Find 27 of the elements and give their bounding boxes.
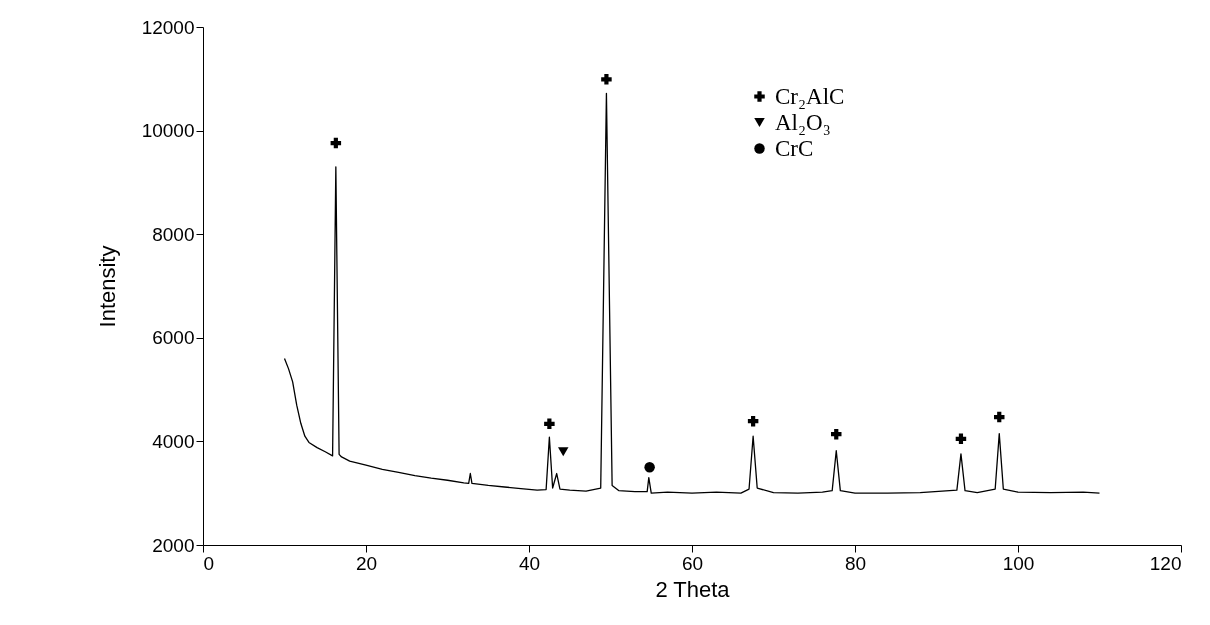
y-tick-label: 6000 <box>152 327 195 349</box>
x-tick-label: 0 <box>203 552 215 574</box>
point <box>644 462 655 473</box>
x-axis-title: 2 Theta <box>655 576 731 602</box>
point <box>831 428 842 440</box>
x-tick-label: 120 <box>1149 552 1182 574</box>
point <box>955 433 967 445</box>
y-tick-label: 2000 <box>152 534 195 556</box>
y-tick-label: 12000 <box>141 16 195 38</box>
x-tick-label: 100 <box>1002 552 1035 574</box>
legend-label: Cr₂AlC <box>775 83 845 109</box>
legend-label: Al₂O₃ <box>775 109 831 135</box>
point <box>601 74 612 85</box>
y-tick-label: 10000 <box>141 120 195 142</box>
y-tick-label: 8000 <box>152 223 195 245</box>
y-axis-title: Intensity <box>94 245 120 328</box>
legend-label: CrC <box>775 135 814 161</box>
x-tick-label: 40 <box>518 552 541 574</box>
point <box>747 415 759 427</box>
x-tick-label: 80 <box>844 552 867 574</box>
point <box>994 411 1005 423</box>
x-tick-label: 60 <box>681 552 704 574</box>
point <box>544 418 555 430</box>
point <box>330 137 342 149</box>
point <box>557 447 569 457</box>
y-tick-label: 4000 <box>152 430 195 452</box>
x-tick-label: 20 <box>355 552 378 574</box>
